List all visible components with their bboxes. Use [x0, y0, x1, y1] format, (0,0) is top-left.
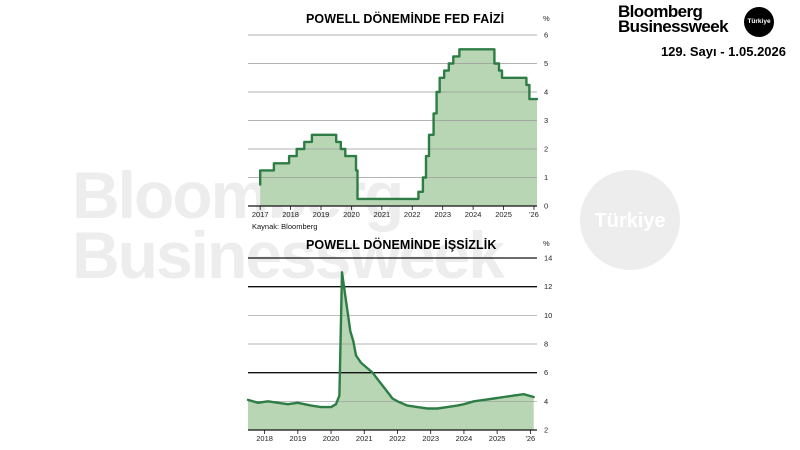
y-tick-label: 2: [544, 426, 548, 435]
x-tick-label: 2020: [323, 434, 340, 443]
brand-name-line1: Bloomberg: [618, 2, 703, 21]
y-tick-label: 1: [544, 173, 548, 182]
y-tick-label: 5: [544, 59, 548, 68]
x-tick-label: 2022: [389, 434, 406, 443]
chart-title-fed-rate: POWELL DÖNEMİNDE FED FAİZİ: [306, 12, 505, 26]
y-unit-label: %: [543, 14, 550, 23]
x-tick-label: 2018: [282, 210, 299, 219]
series-area: [248, 272, 534, 430]
y-unit-label: %: [543, 239, 550, 248]
x-tick-label: 2022: [404, 210, 421, 219]
x-tick-label: 2018: [256, 434, 273, 443]
y-tick-label: 0: [544, 202, 548, 211]
series-line: [259, 48, 539, 201]
y-tick-label: 4: [544, 88, 548, 97]
x-tick-label: 2023: [422, 434, 439, 443]
x-tick-label: 2024: [456, 434, 473, 443]
x-tick-label: 2019: [289, 434, 306, 443]
x-tick-label: 2025: [495, 210, 512, 219]
brand-name: Bloomberg Businessweek: [618, 2, 729, 36]
y-tick-label: 14: [544, 254, 552, 263]
y-tick-label: 6: [544, 368, 548, 377]
y-tick-label: 3: [544, 116, 548, 125]
series-line: [246, 271, 535, 410]
x-tick-label: 2019: [313, 210, 330, 219]
y-tick-label: 8: [544, 340, 548, 349]
y-tick-label: 6: [544, 31, 548, 40]
brand-name-line2: Businessweek: [618, 17, 729, 36]
brand-badge: Türkiye: [744, 7, 774, 37]
x-tick-label: 2017: [252, 210, 269, 219]
x-tick-label: 2024: [465, 210, 482, 219]
x-tick-label: 2025: [489, 434, 506, 443]
x-tick-label: 2021: [356, 434, 373, 443]
series-area: [260, 49, 537, 206]
x-tick-label: '26: [525, 434, 535, 443]
y-tick-label: 2: [544, 145, 548, 154]
x-tick-label: 2020: [343, 210, 360, 219]
y-tick-label: 12: [544, 282, 552, 291]
x-tick-label: 2023: [434, 210, 451, 219]
x-tick-label: 2021: [374, 210, 391, 219]
chart-source: Kaynak: Bloomberg: [252, 222, 318, 231]
x-tick-label: '26: [529, 210, 539, 219]
y-tick-label: 10: [544, 311, 552, 320]
issue-label: 129. Sayı - 1.05.2026: [660, 44, 786, 59]
brand-logo: Bloomberg Businessweek Türkiye 129. Sayı…: [618, 2, 788, 64]
y-tick-label: 4: [544, 397, 548, 406]
chart-title-unemployment: POWELL DÖNEMİNDE İŞSİZLİK: [306, 238, 497, 252]
